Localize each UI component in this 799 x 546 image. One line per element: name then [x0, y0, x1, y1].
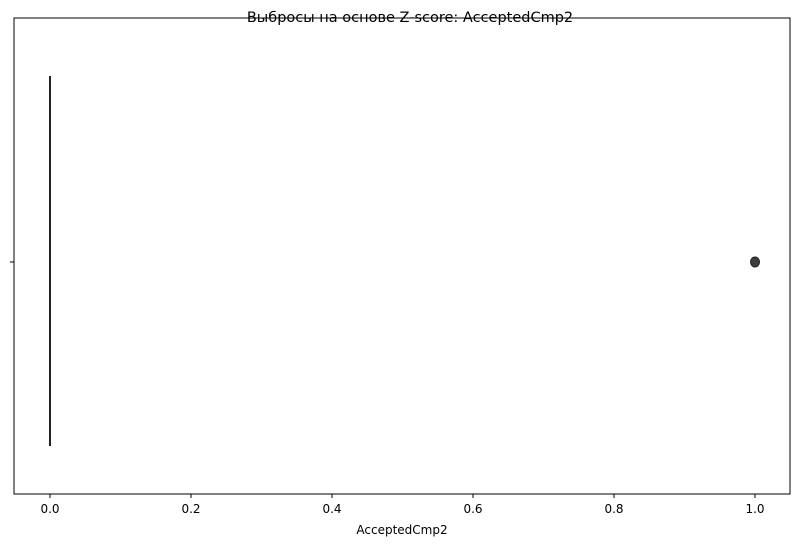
x-axis-ticks: 0.0 0.2 0.4 0.6 0.8 1.0 [40, 494, 765, 516]
outlier-point [750, 256, 760, 268]
outlier-points [750, 256, 760, 268]
x-tick-label: 0.2 [181, 502, 200, 516]
plot-area-frame [13, 17, 791, 495]
x-tick-label: 0.8 [604, 502, 623, 516]
x-tick-label: 0.0 [40, 502, 59, 516]
x-axis-label: AcceptedCmp2 [356, 523, 447, 537]
x-tick-label: 0.6 [463, 502, 482, 516]
x-tick-label: 0.4 [322, 502, 341, 516]
x-tick-label: 1.0 [745, 502, 764, 516]
